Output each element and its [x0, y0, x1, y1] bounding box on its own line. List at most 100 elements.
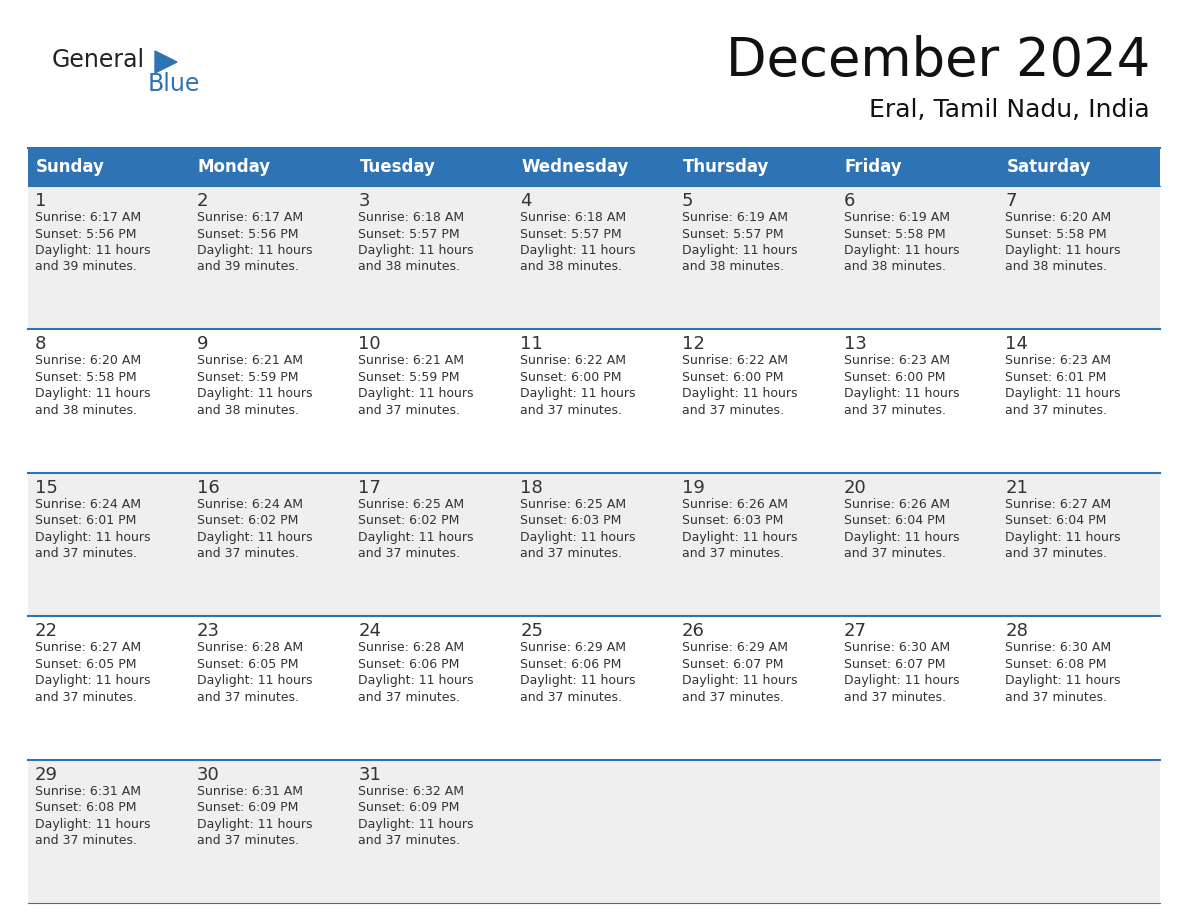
Text: Sunset: 6:01 PM: Sunset: 6:01 PM	[1005, 371, 1107, 384]
Bar	[29, 148, 1159, 186]
Text: General: General	[52, 48, 145, 72]
Text: Sunset: 6:00 PM: Sunset: 6:00 PM	[843, 371, 946, 384]
Text: Sunrise: 6:26 AM: Sunrise: 6:26 AM	[843, 498, 949, 510]
Text: Sunset: 6:01 PM: Sunset: 6:01 PM	[34, 514, 137, 527]
Text: Sunrise: 6:22 AM: Sunrise: 6:22 AM	[682, 354, 788, 367]
Text: Daylight: 11 hours: Daylight: 11 hours	[359, 818, 474, 831]
Text: December 2024: December 2024	[726, 35, 1150, 87]
Text: Sunset: 5:58 PM: Sunset: 5:58 PM	[843, 228, 946, 241]
Text: and 37 minutes.: and 37 minutes.	[843, 690, 946, 704]
Text: Daylight: 11 hours: Daylight: 11 hours	[843, 674, 959, 688]
Text: Daylight: 11 hours: Daylight: 11 hours	[520, 387, 636, 400]
Text: 11: 11	[520, 335, 543, 353]
Text: Daylight: 11 hours: Daylight: 11 hours	[682, 387, 797, 400]
Text: Daylight: 11 hours: Daylight: 11 hours	[34, 818, 151, 831]
Text: Sunset: 6:00 PM: Sunset: 6:00 PM	[682, 371, 783, 384]
Text: Sunrise: 6:30 AM: Sunrise: 6:30 AM	[843, 641, 949, 655]
Text: 24: 24	[359, 622, 381, 640]
Text: Eral, Tamil Nadu, India: Eral, Tamil Nadu, India	[870, 98, 1150, 122]
Text: Sunrise: 6:24 AM: Sunrise: 6:24 AM	[34, 498, 141, 510]
Text: Sunset: 6:09 PM: Sunset: 6:09 PM	[359, 801, 460, 814]
Text: Sunset: 6:03 PM: Sunset: 6:03 PM	[520, 514, 621, 527]
Text: Sunset: 6:06 PM: Sunset: 6:06 PM	[520, 657, 621, 671]
Text: 21: 21	[1005, 479, 1028, 497]
Text: Daylight: 11 hours: Daylight: 11 hours	[359, 387, 474, 400]
Text: Daylight: 11 hours: Daylight: 11 hours	[197, 818, 312, 831]
Text: Daylight: 11 hours: Daylight: 11 hours	[359, 531, 474, 543]
Text: Daylight: 11 hours: Daylight: 11 hours	[1005, 244, 1120, 257]
Text: and 38 minutes.: and 38 minutes.	[1005, 261, 1107, 274]
Text: and 37 minutes.: and 37 minutes.	[197, 690, 298, 704]
Text: 1: 1	[34, 192, 46, 210]
Text: and 37 minutes.: and 37 minutes.	[197, 547, 298, 560]
Text: and 37 minutes.: and 37 minutes.	[34, 547, 137, 560]
Text: Daylight: 11 hours: Daylight: 11 hours	[1005, 674, 1120, 688]
Text: and 37 minutes.: and 37 minutes.	[1005, 690, 1107, 704]
Text: Sunset: 5:58 PM: Sunset: 5:58 PM	[1005, 228, 1107, 241]
Text: Daylight: 11 hours: Daylight: 11 hours	[1005, 531, 1120, 543]
Text: Sunset: 6:07 PM: Sunset: 6:07 PM	[682, 657, 783, 671]
Text: Sunrise: 6:27 AM: Sunrise: 6:27 AM	[1005, 498, 1112, 510]
Text: and 37 minutes.: and 37 minutes.	[359, 404, 461, 417]
Text: Sunrise: 6:23 AM: Sunrise: 6:23 AM	[1005, 354, 1111, 367]
Text: Sunset: 5:56 PM: Sunset: 5:56 PM	[197, 228, 298, 241]
Text: Daylight: 11 hours: Daylight: 11 hours	[197, 387, 312, 400]
Text: Sunset: 6:04 PM: Sunset: 6:04 PM	[1005, 514, 1107, 527]
Text: and 37 minutes.: and 37 minutes.	[843, 404, 946, 417]
Text: Daylight: 11 hours: Daylight: 11 hours	[520, 244, 636, 257]
Text: Sunset: 5:57 PM: Sunset: 5:57 PM	[520, 228, 621, 241]
Text: 20: 20	[843, 479, 866, 497]
Text: 6: 6	[843, 192, 855, 210]
Text: 26: 26	[682, 622, 704, 640]
Text: and 38 minutes.: and 38 minutes.	[359, 261, 461, 274]
Text: 19: 19	[682, 479, 704, 497]
Text: Daylight: 11 hours: Daylight: 11 hours	[34, 244, 151, 257]
Text: Sunrise: 6:29 AM: Sunrise: 6:29 AM	[520, 641, 626, 655]
Text: Daylight: 11 hours: Daylight: 11 hours	[682, 531, 797, 543]
Text: Friday: Friday	[845, 158, 902, 176]
Text: and 37 minutes.: and 37 minutes.	[520, 690, 623, 704]
Text: Daylight: 11 hours: Daylight: 11 hours	[197, 244, 312, 257]
Text: and 37 minutes.: and 37 minutes.	[520, 547, 623, 560]
Text: 7: 7	[1005, 192, 1017, 210]
Text: Daylight: 11 hours: Daylight: 11 hours	[520, 531, 636, 543]
Text: Daylight: 11 hours: Daylight: 11 hours	[359, 674, 474, 688]
Text: and 37 minutes.: and 37 minutes.	[520, 404, 623, 417]
Text: and 38 minutes.: and 38 minutes.	[520, 261, 623, 274]
Text: Sunset: 6:08 PM: Sunset: 6:08 PM	[1005, 657, 1107, 671]
Text: 14: 14	[1005, 335, 1028, 353]
Text: Sunrise: 6:26 AM: Sunrise: 6:26 AM	[682, 498, 788, 510]
Text: Sunrise: 6:31 AM: Sunrise: 6:31 AM	[34, 785, 141, 798]
Text: Daylight: 11 hours: Daylight: 11 hours	[520, 674, 636, 688]
Text: 2: 2	[197, 192, 208, 210]
Text: Sunrise: 6:31 AM: Sunrise: 6:31 AM	[197, 785, 303, 798]
Text: Sunset: 6:02 PM: Sunset: 6:02 PM	[197, 514, 298, 527]
Bar	[29, 330, 1159, 473]
Text: 30: 30	[197, 766, 220, 784]
Text: Sunrise: 6:25 AM: Sunrise: 6:25 AM	[359, 498, 465, 510]
Text: Daylight: 11 hours: Daylight: 11 hours	[682, 244, 797, 257]
Text: Sunrise: 6:18 AM: Sunrise: 6:18 AM	[520, 211, 626, 224]
Text: Sunset: 6:08 PM: Sunset: 6:08 PM	[34, 801, 137, 814]
Text: 28: 28	[1005, 622, 1028, 640]
Text: 3: 3	[359, 192, 369, 210]
Text: Sunset: 6:03 PM: Sunset: 6:03 PM	[682, 514, 783, 527]
Text: 18: 18	[520, 479, 543, 497]
Text: Sunset: 5:58 PM: Sunset: 5:58 PM	[34, 371, 137, 384]
Text: Sunrise: 6:19 AM: Sunrise: 6:19 AM	[682, 211, 788, 224]
Text: 22: 22	[34, 622, 58, 640]
Text: Sunrise: 6:28 AM: Sunrise: 6:28 AM	[197, 641, 303, 655]
Polygon shape	[154, 51, 177, 73]
Text: Daylight: 11 hours: Daylight: 11 hours	[843, 387, 959, 400]
Text: Monday: Monday	[197, 158, 271, 176]
Text: Thursday: Thursday	[683, 158, 770, 176]
Text: Sunrise: 6:18 AM: Sunrise: 6:18 AM	[359, 211, 465, 224]
Text: and 37 minutes.: and 37 minutes.	[359, 690, 461, 704]
Text: 15: 15	[34, 479, 58, 497]
Text: Daylight: 11 hours: Daylight: 11 hours	[843, 244, 959, 257]
Text: and 37 minutes.: and 37 minutes.	[34, 834, 137, 847]
Text: Sunrise: 6:23 AM: Sunrise: 6:23 AM	[843, 354, 949, 367]
Text: Sunset: 5:57 PM: Sunset: 5:57 PM	[682, 228, 783, 241]
Text: and 38 minutes.: and 38 minutes.	[197, 404, 298, 417]
Text: Daylight: 11 hours: Daylight: 11 hours	[359, 244, 474, 257]
